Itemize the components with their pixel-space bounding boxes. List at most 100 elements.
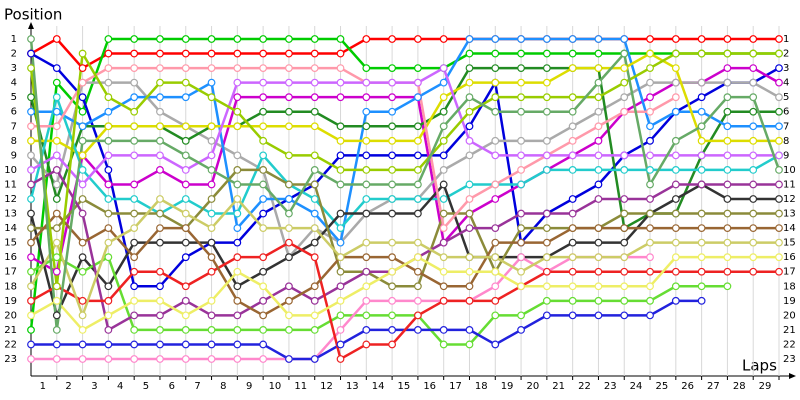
- lap-point: [620, 224, 629, 232]
- lap-point: [78, 311, 87, 320]
- lap-point: [542, 282, 551, 291]
- lap-point: [52, 340, 61, 349]
- lap-point: [568, 64, 577, 72]
- y-tick-label: 9: [11, 150, 17, 161]
- lap-point: [749, 224, 758, 232]
- lap-point: [130, 355, 139, 363]
- lap-point: [697, 267, 706, 276]
- lap-point: [156, 49, 164, 58]
- lap-point: [233, 195, 242, 203]
- lap-point: [542, 78, 551, 87]
- lap-point: [362, 340, 371, 349]
- lap-point: [156, 107, 164, 116]
- lap-point: [181, 166, 190, 174]
- lap-point: [439, 64, 448, 72]
- lap-point: [594, 253, 603, 262]
- lap-point: [27, 224, 35, 232]
- lap-point: [697, 93, 706, 102]
- lap-point: [130, 238, 139, 247]
- lap-point: [697, 107, 706, 116]
- y-tick-label: 8: [11, 136, 17, 147]
- lap-point: [671, 238, 680, 247]
- lap-point: [233, 326, 242, 334]
- lap-point: [775, 35, 783, 43]
- x-tick-label: 26: [681, 381, 694, 392]
- lap-point: [388, 180, 397, 189]
- lap-point: [27, 238, 35, 247]
- lap-point: [465, 136, 474, 145]
- x-arrow: [789, 373, 796, 379]
- lap-point: [310, 64, 319, 72]
- lap-point: [27, 282, 35, 291]
- lap-point: [310, 296, 319, 305]
- lap-point: [775, 64, 783, 72]
- lap-point: [181, 296, 190, 305]
- lap-point: [259, 326, 268, 334]
- lap-point: [181, 93, 190, 102]
- lap-point: [697, 253, 706, 262]
- y-tick-label: 3: [11, 63, 17, 74]
- lap-point: [568, 296, 577, 305]
- y-tick-label: 20: [4, 310, 17, 321]
- y-arrow: [28, 22, 34, 29]
- lap-point: [130, 122, 139, 131]
- lap-point: [336, 355, 345, 363]
- lap-point: [233, 282, 242, 291]
- lap-point: [697, 238, 706, 247]
- lap-point: [207, 93, 216, 102]
- lap-point: [594, 49, 603, 58]
- lap-point: [568, 151, 577, 160]
- lap-point: [646, 122, 654, 131]
- lap-point: [362, 195, 371, 203]
- lap-point: [568, 35, 577, 43]
- lap-point: [671, 267, 680, 276]
- lap-point: [517, 78, 525, 87]
- lap-point: [749, 253, 758, 262]
- lap-point: [156, 93, 164, 102]
- lap-point: [156, 311, 164, 320]
- lap-point: [259, 78, 268, 87]
- y-tick-label-right: 23: [783, 354, 796, 365]
- lap-point: [594, 78, 603, 87]
- lap-point: [388, 35, 397, 43]
- lap-point: [156, 340, 164, 349]
- y-tick-label: 6: [11, 107, 17, 118]
- lap-point: [336, 209, 345, 218]
- lap-point: [156, 296, 164, 305]
- lap-point: [78, 340, 87, 349]
- lap-point: [568, 282, 577, 291]
- lap-point: [697, 35, 706, 43]
- lap-point: [259, 136, 268, 145]
- lap-point: [413, 326, 422, 334]
- lap-point: [439, 209, 448, 218]
- lap-point: [52, 224, 61, 232]
- y-tick-label: 13: [4, 209, 17, 220]
- lap-point: [362, 78, 371, 87]
- y-tick-label-right: 2: [783, 49, 789, 60]
- lap-point: [542, 107, 551, 116]
- lap-point: [671, 136, 680, 145]
- lap-point: [27, 136, 35, 145]
- lap-point: [336, 136, 345, 145]
- lap-point: [491, 180, 500, 189]
- driver-line: [30, 52, 780, 288]
- lap-point: [362, 151, 371, 160]
- lap-point: [233, 267, 242, 276]
- x-tick-label: 29: [759, 381, 772, 392]
- lap-point: [646, 253, 654, 262]
- lap-point: [491, 151, 500, 160]
- lap-point: [104, 107, 113, 116]
- x-tick-label: 20: [526, 381, 539, 392]
- lap-point: [517, 253, 525, 262]
- lap-point: [465, 122, 474, 131]
- y-tick-label-right: 21: [783, 325, 796, 336]
- lap-point: [749, 122, 758, 131]
- lap-point: [233, 311, 242, 320]
- lap-point: [233, 224, 242, 232]
- driver-line: [30, 66, 780, 274]
- lap-point: [568, 166, 577, 174]
- lap-point: [723, 253, 732, 262]
- lap-point: [78, 64, 87, 72]
- lap-point: [310, 282, 319, 291]
- lap-point: [310, 326, 319, 334]
